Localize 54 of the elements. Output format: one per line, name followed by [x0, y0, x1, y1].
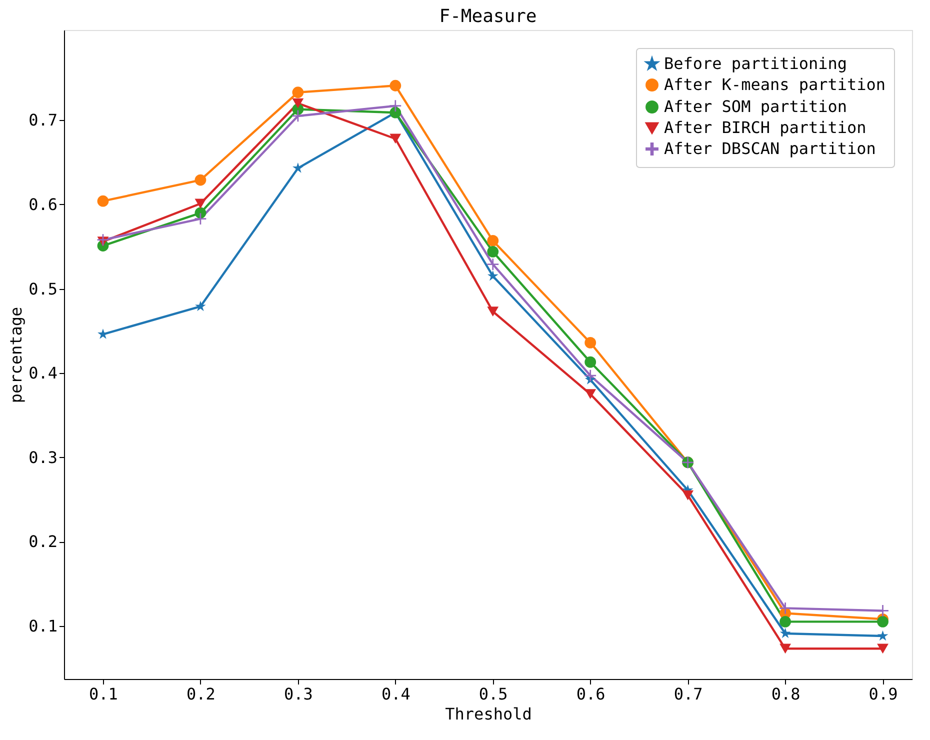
point	[390, 80, 402, 92]
point	[584, 370, 596, 382]
y-tick-label: 0.4	[28, 364, 58, 383]
y-tick-label: 0.6	[28, 194, 58, 214]
x-tick-label: 0.4	[381, 684, 410, 704]
point	[292, 86, 304, 98]
x-tick-label: 0.9	[868, 684, 898, 704]
legend-label: After SOM partition	[664, 97, 848, 116]
x-tick-label: 0.3	[284, 684, 313, 704]
point	[584, 389, 596, 400]
x-tick-label: 0.2	[186, 684, 216, 704]
y-tick-label: 0.2	[28, 532, 58, 552]
point	[877, 616, 888, 628]
point	[487, 270, 498, 281]
point	[292, 162, 304, 173]
point	[97, 195, 109, 207]
y-tick-label: 0.3	[28, 448, 58, 467]
x-tick-label: 0.6	[576, 684, 606, 704]
point	[584, 337, 596, 348]
legend-label: After BIRCH partition	[664, 118, 866, 137]
point	[487, 306, 499, 316]
chart-title: F-Measure	[439, 6, 537, 27]
point	[194, 207, 206, 219]
y-tick-label: 0.5	[28, 279, 58, 298]
point	[780, 628, 791, 638]
point	[97, 234, 109, 246]
x-tick-label: 0.7	[674, 684, 703, 704]
point	[194, 174, 206, 186]
x-tick-label: 0.5	[478, 684, 508, 704]
point	[194, 213, 206, 224]
x-axis-title: Threshold	[445, 704, 532, 724]
point	[780, 644, 791, 654]
legend-label: After DBSCAN partition	[664, 139, 876, 158]
point	[487, 258, 499, 270]
y-tick-label: 0.7	[28, 110, 58, 130]
point	[584, 356, 596, 368]
x-tick-label: 0.8	[771, 684, 800, 704]
point	[487, 246, 499, 258]
point	[780, 616, 791, 628]
point	[292, 98, 304, 108]
point	[877, 644, 888, 654]
point	[390, 100, 402, 112]
point	[487, 235, 499, 246]
point	[682, 490, 694, 500]
point	[194, 198, 206, 209]
point	[390, 134, 402, 144]
y-tick-label: 0.1	[28, 616, 58, 636]
point	[877, 630, 888, 641]
legend-label: Before partitioning	[664, 54, 848, 73]
point	[292, 110, 304, 122]
x-tick-label: 0.1	[89, 684, 118, 704]
point	[195, 300, 206, 312]
y-axis-title: percentage	[6, 306, 26, 404]
legend-label: After K-means partition	[664, 75, 886, 94]
